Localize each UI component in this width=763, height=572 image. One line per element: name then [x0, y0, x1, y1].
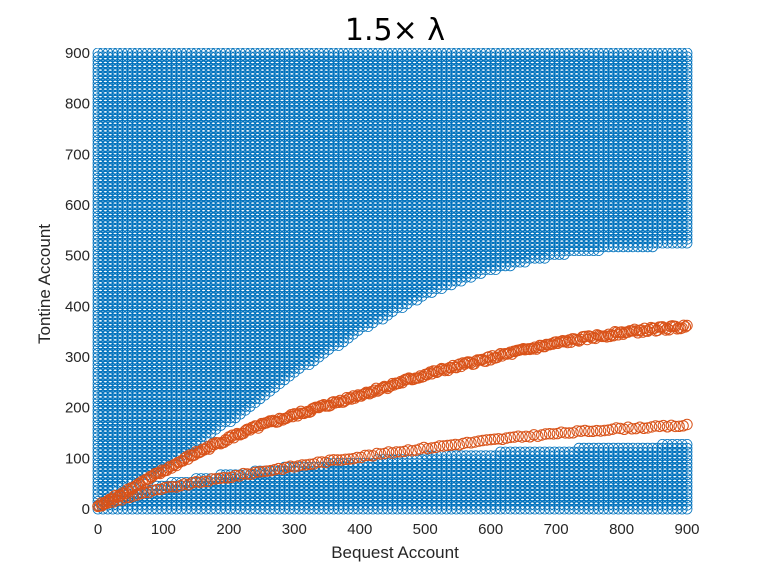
data-layer [92, 48, 693, 515]
series-blue-region [92, 48, 693, 515]
